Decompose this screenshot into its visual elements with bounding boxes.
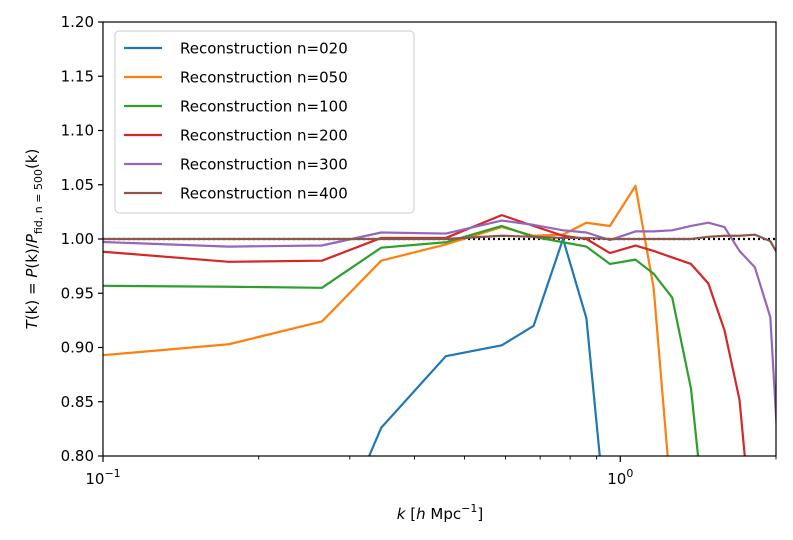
y-tick-label: 0.85 bbox=[61, 393, 94, 411]
legend-label: Reconstruction n=100 bbox=[180, 98, 348, 116]
series-line-0 bbox=[367, 237, 601, 456]
legend-label: Reconstruction n=200 bbox=[180, 127, 348, 145]
y-tick-label: 1.15 bbox=[61, 67, 94, 85]
x-axis-ticks: 10−1 100 bbox=[85, 456, 777, 488]
x-axis-label: k [h Mpc−1] bbox=[397, 502, 483, 523]
x-tick-label: 10−1 bbox=[85, 467, 120, 488]
series-line-3 bbox=[103, 214, 746, 456]
legend-label: Reconstruction n=050 bbox=[180, 69, 348, 87]
legend-label: Reconstruction n=400 bbox=[180, 185, 348, 203]
series-line-4 bbox=[103, 219, 776, 434]
legend-box bbox=[114, 30, 415, 214]
y-tick-label: 1.20 bbox=[61, 13, 94, 31]
series-line-5 bbox=[103, 233, 776, 254]
x-tick-label: 100 bbox=[607, 467, 633, 488]
y-axis-label: T(k) = P(k)/Pfid, n = 500(k) bbox=[23, 149, 45, 330]
series-line-2 bbox=[103, 224, 700, 456]
y-tick-label: 1.10 bbox=[61, 122, 94, 140]
y-tick-label: 0.95 bbox=[61, 284, 94, 302]
legend-label: Reconstruction n=300 bbox=[180, 156, 348, 174]
y-tick-label: 1.05 bbox=[61, 176, 94, 194]
y-tick-label: 0.90 bbox=[61, 339, 94, 357]
y-tick-label: 1.00 bbox=[61, 230, 94, 248]
series-layer bbox=[103, 184, 776, 456]
legend-label: Reconstruction n=020 bbox=[180, 40, 348, 58]
y-tick-label: 0.80 bbox=[61, 447, 94, 465]
y-axis-ticks: 0.80 0.85 0.90 0.95 1.00 1.05 1.10 1.15 1.20 bbox=[61, 13, 103, 465]
legend: Reconstruction n=020 Reconstruction n=050… bbox=[114, 30, 415, 214]
